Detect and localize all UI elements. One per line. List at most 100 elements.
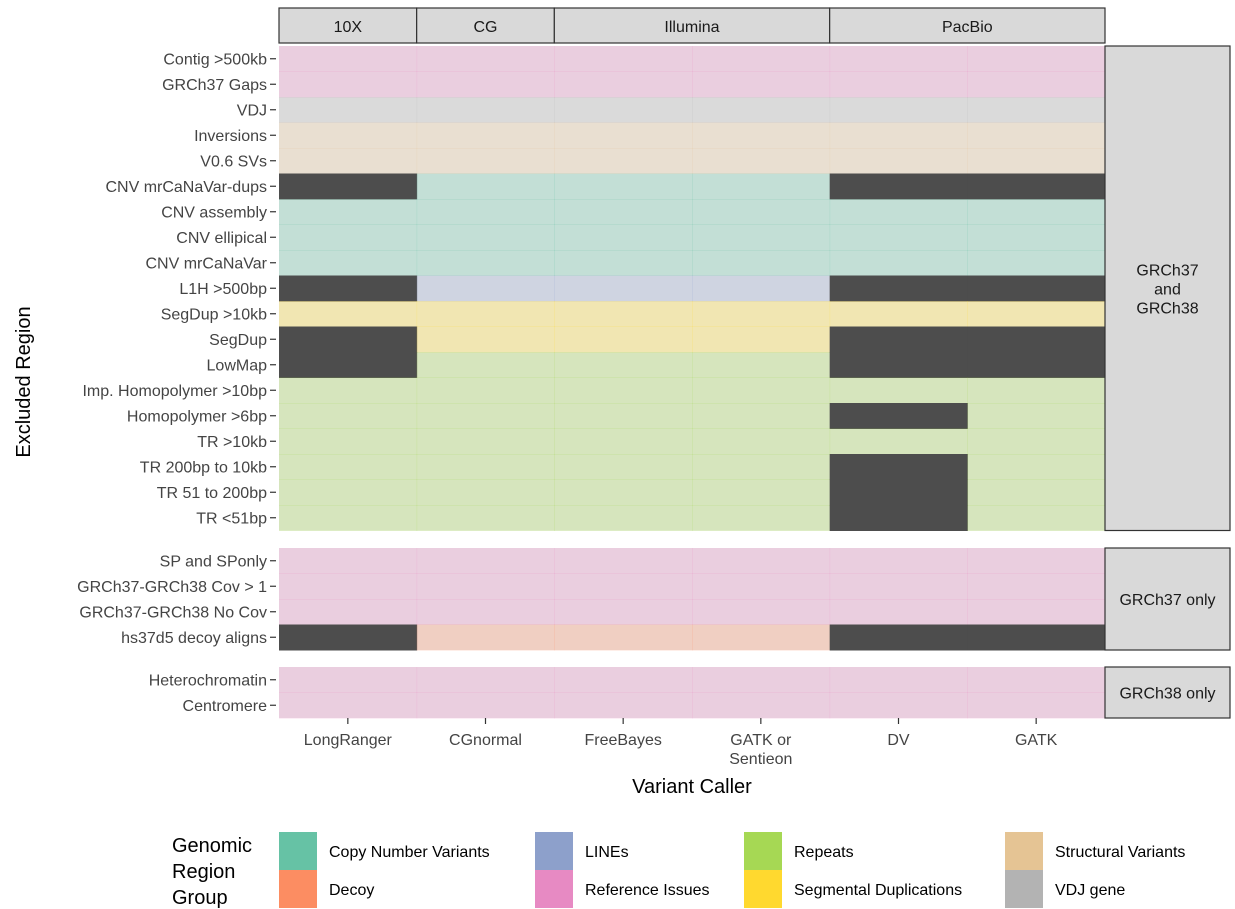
- cell-lowmap-freebayes: [554, 352, 693, 378]
- cell-cnv-assembly-gatk: [967, 199, 1106, 225]
- legend-swatch-structural-variants: [1005, 832, 1043, 870]
- cell-heterochromatin-dv: [829, 667, 968, 693]
- cell-centromere-freebayes: [554, 692, 693, 719]
- cell-vdj-cgnormal: [416, 97, 555, 123]
- x-tick-label-dv: DV: [887, 732, 910, 749]
- cell-heterochromatin-longranger: [279, 667, 418, 693]
- cell-cnv-ellipical-gatk-or-sentieon: [692, 224, 831, 251]
- cell-cnv-ellipical-freebayes: [554, 224, 693, 251]
- legend-swatch-lines: [535, 832, 573, 870]
- cell-grch37-grch38-no-cov-gatk: [967, 599, 1106, 625]
- cell-sp-and-sponly-dv: [829, 548, 968, 574]
- cell-grch37-grch38-no-cov-longranger: [279, 599, 418, 625]
- cell-tr-51-to-200bp-freebayes: [554, 479, 693, 506]
- cell-tr-51bp-longranger: [279, 505, 418, 531]
- cell-segdup-dv: [829, 326, 968, 353]
- x-axis-title: Variant Caller: [632, 776, 752, 798]
- y-tick-label: GRCh37-GRCh38 Cov > 1: [77, 579, 267, 596]
- y-tick-label: Homopolymer >6bp: [127, 408, 267, 425]
- cell-cnv-mrcanavar-longranger: [279, 250, 418, 276]
- cell-cnv-assembly-dv: [829, 199, 968, 225]
- y-tick-label: Heterochromatin: [149, 672, 267, 689]
- cell-grch37-grch38-cov-1-dv: [829, 573, 968, 600]
- y-tick-label: L1H >500bp: [179, 281, 267, 298]
- cell-grch37-grch38-cov-1-freebayes: [554, 573, 693, 600]
- cell-inversions-freebayes: [554, 122, 693, 149]
- y-tick-label: TR <51bp: [196, 510, 267, 527]
- strip-grch38-only: [1104, 666, 1231, 719]
- cell-grch37-grch38-no-cov-dv: [829, 599, 968, 625]
- cell-tr-200bp-to-10kb-dv: [829, 454, 968, 480]
- cell-lowmap-cgnormal: [416, 352, 555, 378]
- legend-title: Genomic Region Group: [172, 835, 252, 909]
- cell-cnv-assembly-gatk-or-sentieon: [692, 199, 831, 225]
- cell-grch37-gaps-longranger: [279, 71, 418, 98]
- cell-heterochromatin-freebayes: [554, 667, 693, 693]
- cell-vdj-dv: [829, 97, 968, 123]
- cell-hs37d5-decoy-aligns-gatk: [967, 624, 1106, 651]
- cell-segdup-freebayes: [554, 326, 693, 353]
- cell-segdup-10kb-longranger: [279, 301, 418, 327]
- cell-cnv-mrcanavar-dv: [829, 250, 968, 276]
- cell-tr-200bp-to-10kb-gatk-or-sentieon: [692, 454, 831, 480]
- cell-cnv-assembly-longranger: [279, 199, 418, 225]
- strip-cg: [416, 7, 555, 44]
- cell-cnv-mrcanavar-dups-longranger: [279, 173, 418, 200]
- cell-contig-500kb-longranger: [279, 46, 418, 72]
- cell-cnv-assembly-cgnormal: [416, 199, 555, 225]
- cell-contig-500kb-cgnormal: [416, 46, 555, 72]
- y-tick-label: CNV mrCaNaVar: [146, 255, 268, 272]
- strip-illumina: [553, 7, 831, 44]
- cell-homopolymer-6bp-cgnormal: [416, 403, 555, 429]
- cell-homopolymer-6bp-freebayes: [554, 403, 693, 429]
- cell-hs37d5-decoy-aligns-freebayes: [554, 624, 693, 651]
- cell-centromere-gatk-or-sentieon: [692, 692, 831, 719]
- reference-strips: GRCh37 and GRCh38 GRCh37 only GRCh38 only: [1104, 45, 1231, 719]
- cell-grch37-grch38-no-cov-cgnormal: [416, 599, 555, 625]
- cell-homopolymer-6bp-dv: [829, 403, 968, 429]
- cell-grch37-grch38-cov-1-longranger: [279, 573, 418, 600]
- cell-l1h-500bp-gatk-or-sentieon: [692, 275, 831, 302]
- cell-tr-10kb-longranger: [279, 428, 418, 455]
- cell-tr-51-to-200bp-dv: [829, 479, 968, 506]
- y-tick-label: GRCh37 Gaps: [162, 77, 267, 94]
- cell-sp-and-sponly-longranger: [279, 548, 418, 574]
- cell-imp-homopolymer-10bp-freebayes: [554, 377, 693, 404]
- cell-hs37d5-decoy-aligns-gatk-or-sentieon: [692, 624, 831, 651]
- cell-imp-homopolymer-10bp-gatk: [967, 377, 1106, 404]
- strip-label-grch37-only: GRCh37 only: [1119, 592, 1215, 609]
- cell-v0-6-svs-cgnormal: [416, 148, 555, 174]
- cell-grch37-grch38-cov-1-gatk-or-sentieon: [692, 573, 831, 600]
- y-tick-label: Imp. Homopolymer >10bp: [82, 383, 267, 400]
- y-tick-label: LowMap: [207, 357, 268, 374]
- cell-tr-10kb-dv: [829, 428, 968, 455]
- cell-cnv-mrcanavar-gatk: [967, 250, 1106, 276]
- cell-cnv-mrcanavar-dups-freebayes: [554, 173, 693, 200]
- cell-vdj-gatk-or-sentieon: [692, 97, 831, 123]
- cell-inversions-gatk: [967, 122, 1106, 149]
- cell-grch37-grch38-cov-1-cgnormal: [416, 573, 555, 600]
- cell-v0-6-svs-freebayes: [554, 148, 693, 174]
- legend-label-repeats: Repeats: [794, 844, 854, 861]
- cell-contig-500kb-gatk: [967, 46, 1106, 72]
- cell-segdup-gatk: [967, 326, 1106, 353]
- cell-tr-51bp-dv: [829, 505, 968, 531]
- cell-cnv-ellipical-gatk: [967, 224, 1106, 251]
- y-tick-label: GRCh37-GRCh38 No Cov: [79, 604, 267, 621]
- cell-l1h-500bp-longranger: [279, 275, 418, 302]
- strip-grch37-and-grch38: [1104, 45, 1231, 532]
- cell-contig-500kb-dv: [829, 46, 968, 72]
- cell-l1h-500bp-cgnormal: [416, 275, 555, 302]
- cell-l1h-500bp-freebayes: [554, 275, 693, 302]
- cell-tr-51-to-200bp-gatk: [967, 479, 1106, 506]
- y-axis-title: Excluded Region: [13, 306, 35, 457]
- cell-inversions-gatk-or-sentieon: [692, 122, 831, 149]
- cell-tr-10kb-gatk-or-sentieon: [692, 428, 831, 455]
- cell-cnv-mrcanavar-cgnormal: [416, 250, 555, 276]
- cell-tr-51bp-freebayes: [554, 505, 693, 531]
- cell-contig-500kb-gatk-or-sentieon: [692, 46, 831, 72]
- cell-homopolymer-6bp-gatk: [967, 403, 1106, 429]
- strip-label-cg: CG: [474, 19, 498, 36]
- strip-label-illumina: Illumina: [664, 19, 719, 36]
